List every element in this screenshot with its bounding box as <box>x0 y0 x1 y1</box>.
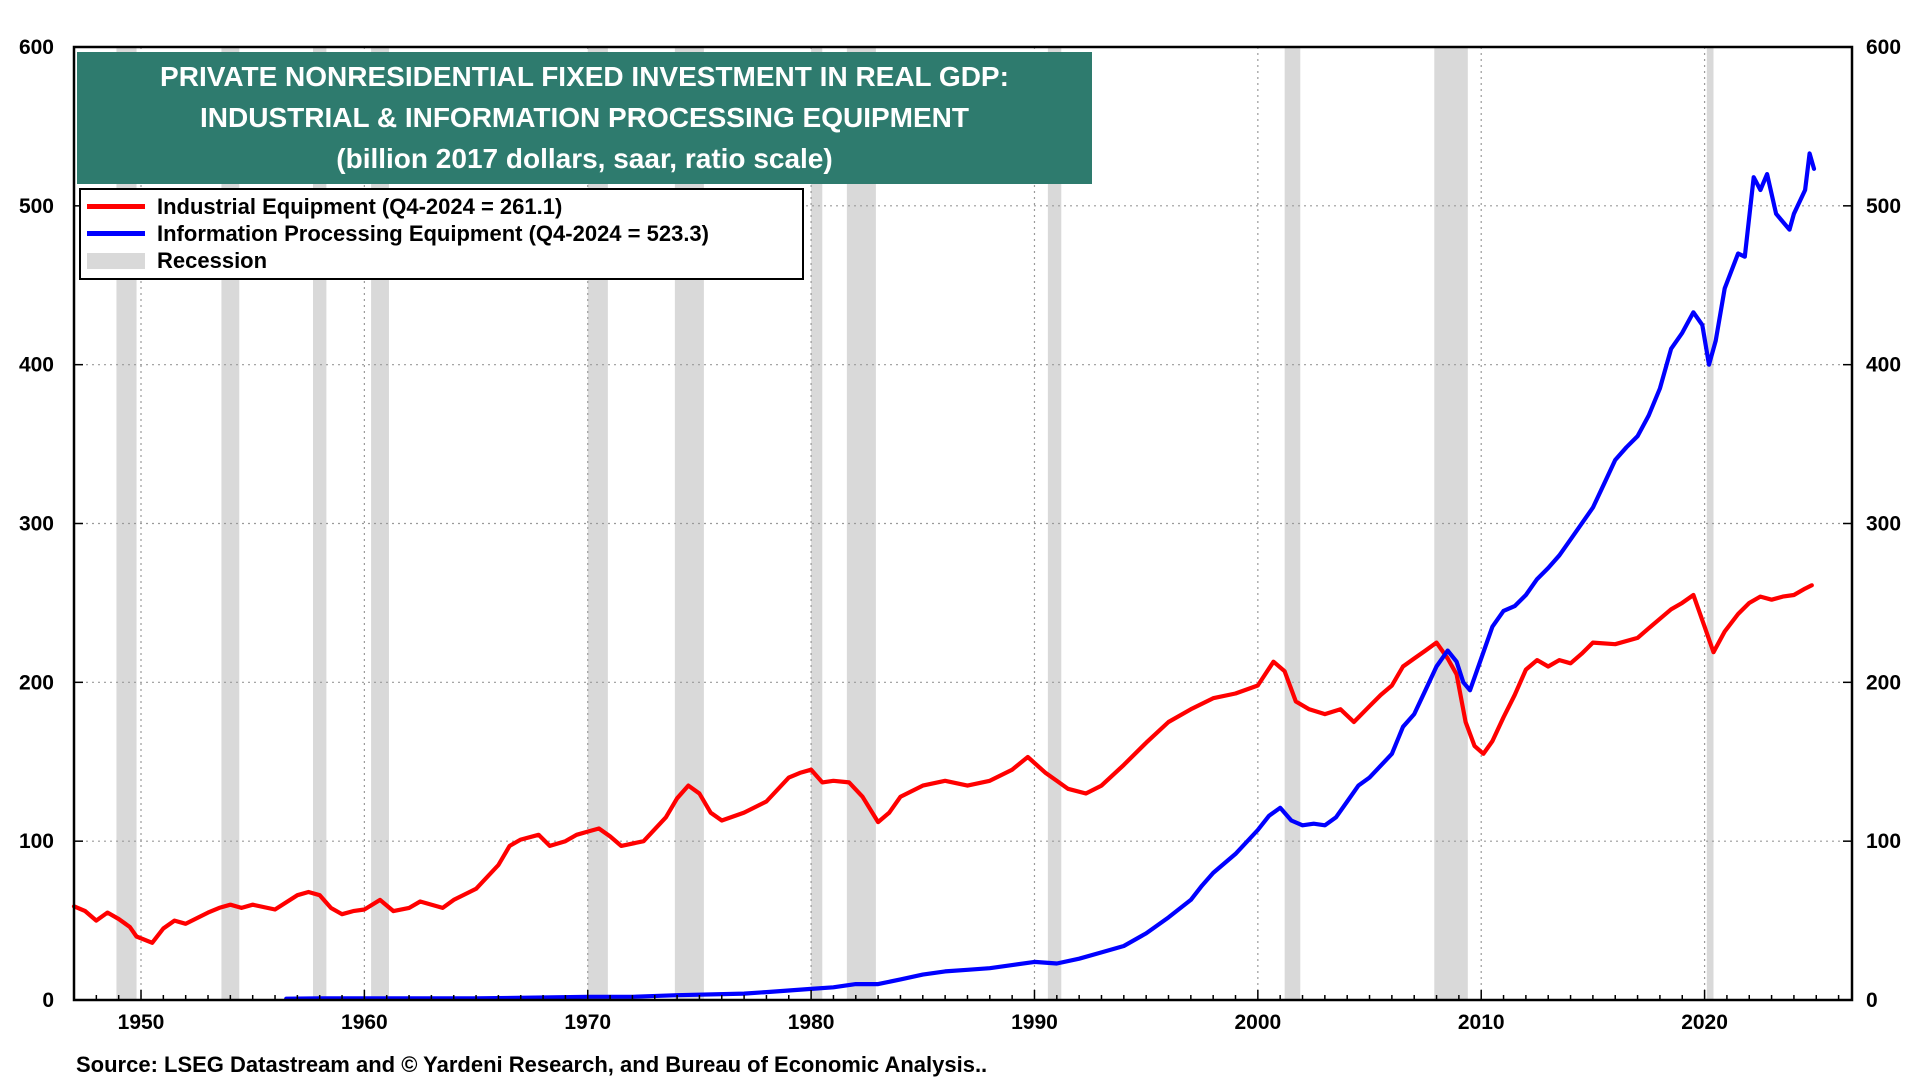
recession-band-12 <box>1706 47 1714 1000</box>
legend-swatch-info-processing <box>87 231 145 236</box>
chart-title-line-1: PRIVATE NONRESIDENTIAL FIXED INVESTMENT … <box>160 61 1009 92</box>
x-tick-label-2000: 2000 <box>1234 1011 1281 1034</box>
legend-item-industrial: Industrial Equipment (Q4-2024 = 261.1) <box>81 193 802 220</box>
y-right-tick-label-100: 100 <box>1866 830 1901 853</box>
y-left-tick-label-200: 200 <box>19 671 54 694</box>
x-tick-label-1970: 1970 <box>564 1011 611 1034</box>
series-line-industrial-equipment <box>71 583 1814 945</box>
chart-title-line-3: (billion 2017 dollars, saar, ratio scale… <box>336 143 833 174</box>
x-tick-label-2010: 2010 <box>1458 1011 1505 1034</box>
x-tick-label-1960: 1960 <box>341 1011 388 1034</box>
legend-label-industrial: Industrial Equipment (Q4-2024 = 261.1) <box>157 193 563 219</box>
recession-band-9 <box>1047 47 1062 1000</box>
x-tick-label-1950: 1950 <box>118 1011 165 1034</box>
chart-title: PRIVATE NONRESIDENTIAL FIXED INVESTMENT … <box>77 52 1092 184</box>
y-left-tick-label-500: 500 <box>19 195 54 218</box>
chart-title-line-2: INDUSTRIAL & INFORMATION PROCESSING EQUI… <box>200 102 969 133</box>
recession-band-7 <box>811 47 823 1000</box>
x-tick-label-1980: 1980 <box>788 1011 835 1034</box>
recession-band-11 <box>1434 47 1468 1000</box>
legend-swatch-industrial <box>87 204 145 209</box>
y-right-tick-label-300: 300 <box>1866 513 1901 536</box>
y-left-tick-label-600: 600 <box>19 36 54 59</box>
y-left-tick-label-100: 100 <box>19 830 54 853</box>
y-left-tick-label-0: 0 <box>42 989 54 1012</box>
legend-item-info-processing: Information Processing Equipment (Q4-202… <box>81 220 802 247</box>
recession-band-3 <box>313 47 327 1000</box>
y-right-tick-label-600: 600 <box>1866 36 1901 59</box>
x-tick-label-2020: 2020 <box>1681 1011 1728 1034</box>
recession-band-1 <box>116 47 137 1000</box>
source-note: Source: LSEG Datastream and © Yardeni Re… <box>76 1052 988 1077</box>
y-right-tick-label-500: 500 <box>1866 195 1901 218</box>
y-right-tick-label-200: 200 <box>1866 671 1901 694</box>
y-left-tick-label-400: 400 <box>19 354 54 377</box>
legend: Industrial Equipment (Q4-2024 = 261.1) I… <box>79 188 804 280</box>
y-left-tick-label-300: 300 <box>19 513 54 536</box>
legend-label-recession: Recession <box>157 247 268 273</box>
legend-label-info-processing: Information Processing Equipment (Q4-202… <box>157 220 709 246</box>
y-right-tick-label-400: 400 <box>1866 354 1901 377</box>
x-tick-label-1990: 1990 <box>1011 1011 1058 1034</box>
series-line-information-processing <box>284 151 1817 1001</box>
legend-item-recession: Recession <box>81 247 802 274</box>
legend-swatch-recession <box>87 252 145 269</box>
y-right-tick-label-0: 0 <box>1866 989 1878 1012</box>
